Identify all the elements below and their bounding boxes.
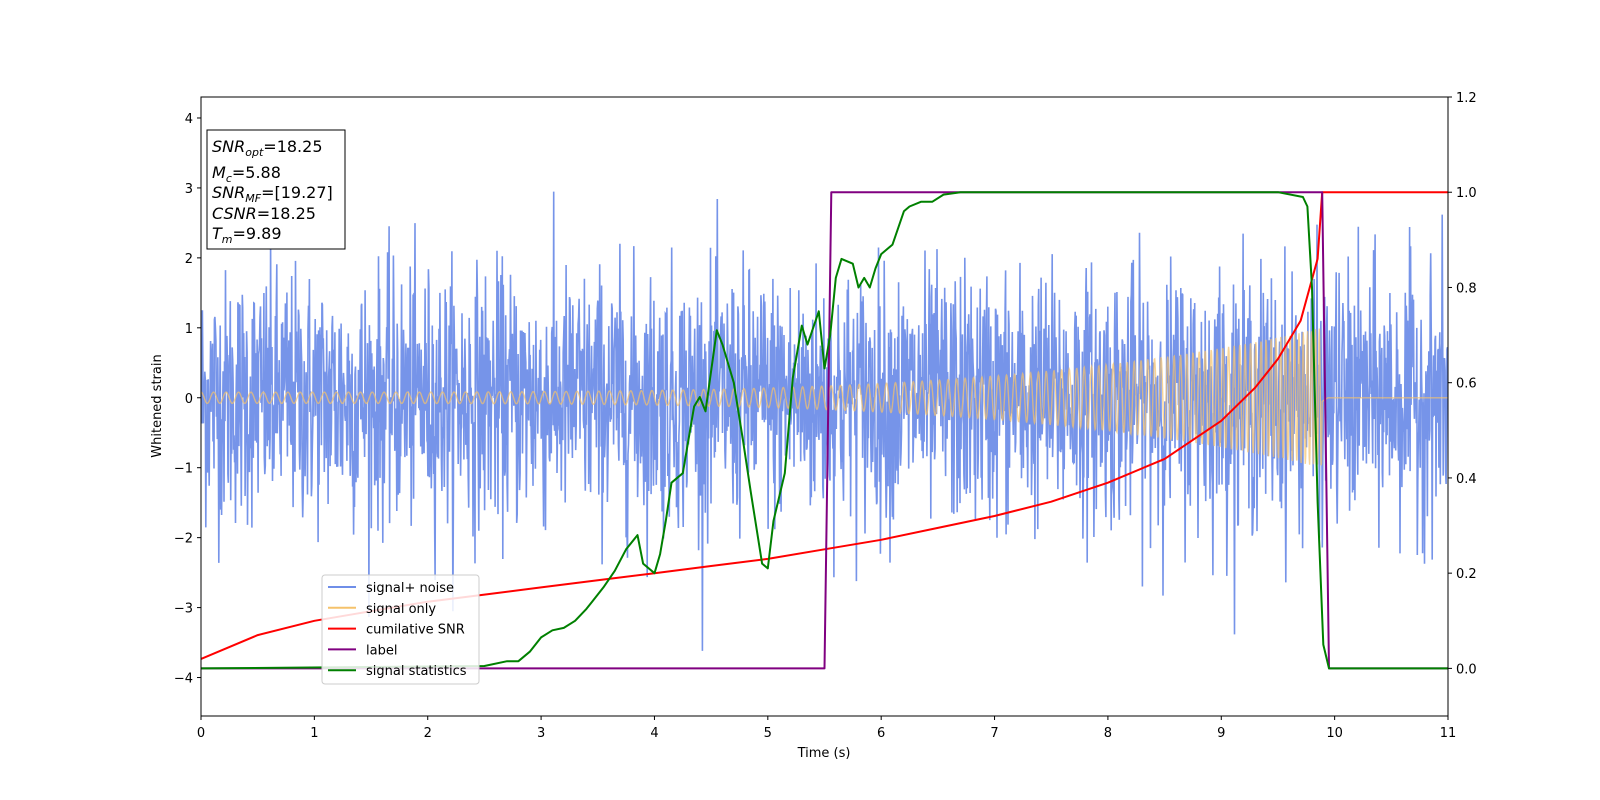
series-signal-noise [201,191,1448,651]
stats-line: Tm=9.89 [212,224,282,246]
legend-label: cumilative SNR [366,623,465,638]
signal-only-line [201,328,1448,466]
stats-box-frame [206,129,346,250]
x-tick-label: 11 [1440,726,1457,741]
x-tick-label: 1 [310,726,318,741]
stats-line: CSNR=18.25 [212,204,316,223]
x-tick-label: 8 [1104,726,1112,741]
y-axis-right-ticks: 0.0 0.2 0.4 0.6 0.8 1.0 1.2 [1448,91,1477,677]
x-tick-label: 4 [650,726,658,741]
legend-frame [321,574,480,685]
x-axis-label: Time (s) [797,746,851,761]
x-tick-label: 0 [197,726,205,741]
x-axis-ticks: 0 1 2 3 4 5 6 7 8 9 10 11 [197,716,1456,741]
x-tick-label: 9 [1217,726,1225,741]
x-tick-label: 6 [877,726,885,741]
y-right-tick-label: 1.0 [1456,186,1477,201]
stats-line: Mc=5.88 [212,163,281,185]
legend: signal+ noise signal only cumilative SNR la… [321,574,480,685]
y-right-tick-label: 0.0 [1456,662,1477,677]
x-tick-label: 7 [990,726,998,741]
x-tick-label: 3 [537,726,545,741]
x-tick-label: 10 [1326,726,1343,741]
y-axis-left-ticks: −4 −3 −2 −1 0 1 2 3 4 [174,112,201,687]
stats-annotation-box: SNRopt=18.25 Mc=5.88SNRMF=[19.27]CSNR=18.… [206,129,346,250]
y-right-tick-label: 0.8 [1456,281,1477,296]
y-left-tick-label: −4 [174,672,193,687]
y-right-tick-label: 0.6 [1456,377,1477,392]
y-left-tick-label: 0 [185,392,193,407]
y-left-tick-label: 3 [185,182,193,197]
legend-label: signal only [366,602,436,617]
y-left-tick-label: 1 [185,322,193,337]
y-right-tick-label: 0.4 [1456,472,1477,487]
x-tick-label: 2 [424,726,432,741]
x-tick-label: 5 [764,726,772,741]
legend-label: signal statistics [366,664,467,679]
y-left-tick-label: 2 [185,252,193,267]
y-left-tick-label: 4 [185,112,193,127]
legend-label: label [366,643,397,658]
y-left-tick-label: −3 [174,602,193,617]
stats-line: SNRopt=18.25 [212,137,323,159]
series-signal-only [201,328,1448,466]
y-left-tick-label: −2 [174,532,193,547]
y-left-tick-label: −1 [174,462,193,477]
y-right-tick-label: 0.2 [1456,567,1477,582]
legend-label: signal+ noise [366,581,454,596]
axes-frame [200,96,1449,717]
series-signal-statistics [201,191,1448,670]
y-right-tick-label: 1.2 [1456,91,1477,106]
signal-noise-line [201,191,1448,651]
y-axis-label: Whitened strain [150,354,165,457]
stats-line: SNRMF=[19.27] [212,183,333,205]
